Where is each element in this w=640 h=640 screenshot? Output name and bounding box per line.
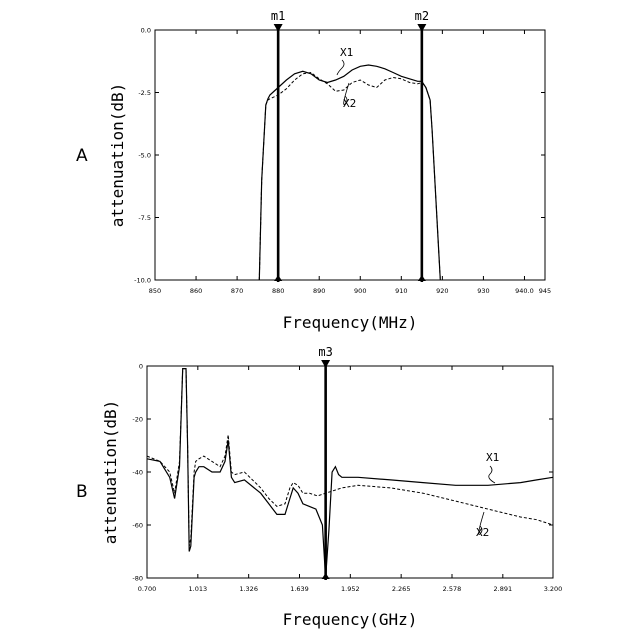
x-tick-label: 870: [231, 287, 243, 295]
series-label-x2: X2: [343, 97, 356, 110]
x-tick-label: 1.326: [239, 585, 258, 593]
x-tick-label: 3.200: [544, 585, 563, 593]
plot-frame: [155, 30, 545, 280]
chart-b: B 0.700 1.013 1.326 1.639 1.952 2.265 2.578 2.8…: [76, 345, 562, 629]
marker-label: m1: [271, 9, 285, 23]
x-tick-label: 850: [149, 287, 161, 295]
x-tick-label: 2.265: [392, 585, 411, 593]
x-tick-label: 2.891: [494, 585, 513, 593]
series-annotation-leader: [489, 466, 495, 483]
x-tick-label: 1.952: [341, 585, 360, 593]
series-label-x1: X1: [486, 451, 499, 464]
y-tick-label: -40: [132, 469, 143, 477]
marker-bottom-triangle: [274, 275, 282, 281]
marker-top-triangle: [274, 24, 283, 32]
series-line-x1: [147, 369, 553, 578]
x-tick-label: 940.0: [515, 287, 534, 295]
x-axis-label: Frequency(GHz): [283, 610, 418, 629]
y-tick-label: -5.0: [138, 152, 151, 160]
marker-bottom-triangle: [418, 275, 426, 281]
y-tick-label: 0: [139, 363, 143, 371]
x-axis-label: Frequency(MHz): [283, 313, 418, 332]
y-tick-label: 0.0: [141, 27, 151, 35]
y-tick-label: -80: [132, 575, 143, 583]
x-tick-label: 0.700: [138, 585, 157, 593]
x-tick-label: 880: [272, 287, 284, 295]
y-tick-label: -2.5: [138, 89, 151, 97]
y-tick-label: -20: [132, 416, 143, 424]
x-tick-label: 920: [436, 287, 448, 295]
plot-frame: [147, 366, 553, 578]
panel-label-a: A: [76, 146, 88, 166]
series-annotation-leader: [337, 60, 344, 75]
marker-top-triangle: [321, 360, 330, 368]
panel-label-b: B: [76, 482, 88, 502]
y-tick-label: -10.0: [134, 277, 151, 285]
x-tick-label: 860: [190, 287, 202, 295]
marker-label: m2: [415, 9, 429, 23]
x-tick-label: 900: [354, 287, 366, 295]
x-tick-label: 890: [313, 287, 325, 295]
x-tick-label: 1.013: [189, 585, 208, 593]
x-tick-label: 945: [539, 287, 551, 295]
x-tick-label: 1.639: [290, 585, 309, 593]
marker-label: m3: [318, 345, 332, 359]
series-label-x2: X2: [476, 526, 489, 539]
y-axis-label: attenuation(dB): [101, 400, 120, 545]
x-tick-label: 910: [395, 287, 407, 295]
x-tick-label: 930: [477, 287, 489, 295]
marker-bottom-triangle: [322, 573, 330, 579]
chart-a: A 850 860 870 880 890 900 910 920 930 940.0 945 0.0…: [76, 9, 551, 332]
y-tick-label: -60: [132, 522, 143, 530]
series-label-x1: X1: [340, 46, 353, 59]
x-tick-label: 2.578: [443, 585, 462, 593]
y-axis-label: attenuation(dB): [108, 83, 127, 228]
y-tick-label: -7.5: [138, 214, 151, 222]
marker-top-triangle: [417, 24, 426, 32]
